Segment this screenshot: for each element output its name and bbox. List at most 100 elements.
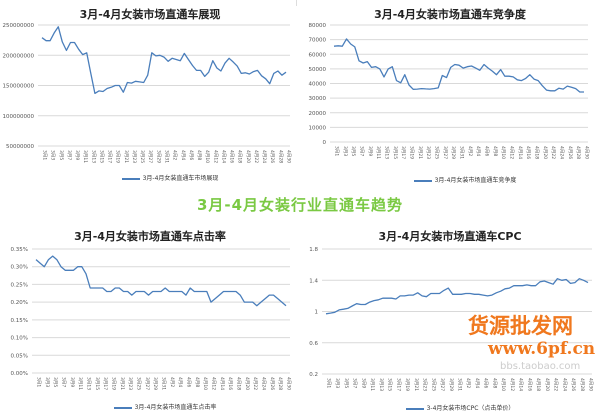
x-tick-label: 3月7 (61, 377, 67, 387)
x-tick-label: 4月4 (177, 377, 183, 387)
x-tick-label: 3月17 (107, 150, 113, 163)
x-tick-label: 3月19 (111, 377, 117, 390)
x-tick-label: 4月20 (544, 378, 550, 391)
x-tick-label: 4月18 (236, 377, 242, 390)
x-tick-label: 3月17 (400, 146, 406, 159)
x-tick-label: 3月23 (131, 150, 137, 163)
y-tick-label: 0.00% (11, 371, 28, 377)
x-tick-label: 3月23 (127, 377, 133, 390)
chart-impressions: 3月-4月女装市场直通车展现 50000000 100000000 15000000… (0, 0, 300, 190)
x-tick-label: 3月11 (369, 378, 375, 391)
x-tick-label: 3月29 (448, 378, 454, 391)
x-tick-label: 4月28 (277, 150, 283, 163)
series-line (35, 255, 287, 307)
x-tick-label: 3月19 (409, 146, 415, 159)
x-tick-label: 4月20 (244, 377, 250, 390)
chart-title: 3月-4月女装市场直通车竞争度 (374, 8, 526, 21)
y-tick-label: 250000000 (3, 23, 35, 29)
x-tick-label: 4月14 (220, 150, 226, 163)
x-tick-label: 3月11 (375, 146, 381, 159)
x-tick-label: 4月16 (526, 378, 532, 391)
x-tick-label: 4月14 (219, 377, 225, 390)
x-tick-label: 3月1 (42, 150, 48, 160)
x-tick-label: 3月13 (90, 150, 96, 163)
x-tick-label: 4月12 (211, 377, 217, 390)
x-tick-label: 3月25 (136, 377, 142, 390)
x-tick-label: 3月5 (350, 146, 356, 156)
x-tick-label: 4月4 (475, 146, 481, 156)
chart-cpc: 3月-4月女装市场直通车CPC 0.2 0.6 1 1.4 1.8 3月1 3月3 3月5 3月… (300, 220, 600, 415)
x-tick-label: 3月29 (450, 146, 456, 159)
x-tick-label: 4月20 (245, 150, 251, 163)
chart-title: 3月-4月女装市场直通车展现 (79, 8, 221, 21)
y-tick-label: 0.15% (11, 318, 28, 324)
x-tick-label: 3月21 (123, 150, 129, 163)
x-tick-label: 3月29 (155, 150, 161, 163)
x-tick-label: 3月9 (360, 378, 366, 388)
x-tick-label: 4月16 (227, 377, 233, 390)
x-tick-label: 3月31 (164, 150, 170, 163)
legend-swatch (121, 177, 140, 180)
x-tick-label: 4月6 (483, 378, 489, 388)
x-tick-label: 4月2 (169, 377, 175, 387)
legend-swatch (405, 407, 424, 410)
y-tick-label: 0.10% (11, 336, 28, 342)
x-tick-label: 4月6 (484, 146, 490, 156)
x-tick-label: 3月3 (334, 378, 340, 388)
y-tick-label: 100000000 (3, 114, 35, 120)
legend: 3月-4月女装直通车市场展现 (40, 173, 300, 182)
y-tick-label: 1.4 (309, 278, 318, 284)
x-tick-label: 4月18 (534, 146, 540, 159)
x-tick-label: 4月28 (277, 377, 283, 390)
x-tick-label: 4月4 (180, 150, 186, 160)
chart-svg: 0.2 0.6 1 1.4 1.8 3月1 3月3 3月5 3月7 3月9 3月11 3月13 3月15… (309, 247, 593, 391)
x-tick-label: 3月1 (326, 378, 332, 388)
legend-label: 3月-4月女装市场直通车竞争度 (434, 177, 517, 184)
x-tick-label: 3月5 (343, 378, 349, 388)
y-tick-label: 40000 (309, 82, 327, 88)
y-tick-label: 0.6 (309, 341, 318, 347)
x-tick-label: 4月22 (550, 146, 556, 159)
x-tick-label: 3月29 (152, 377, 158, 390)
x-tick-label: 4月2 (172, 150, 178, 160)
x-tick-label: 4月8 (491, 378, 497, 388)
chart-ctr: 3月-4月女装市场直通车点击率 0.00% 0.05% 0.10% 0.15% 0.20… (0, 220, 300, 415)
x-tick-label: 4月26 (269, 377, 275, 390)
x-tick-label: 3月1 (36, 377, 42, 387)
x-tick-label: 4月6 (186, 377, 192, 387)
x-tick-label: 4月24 (559, 146, 565, 159)
x-tick-label: 4月16 (525, 146, 531, 159)
x-tick-label: 3月3 (50, 150, 56, 160)
x-tick-label: 4月8 (492, 146, 498, 156)
x-tick-label: 3月15 (98, 150, 104, 163)
series-line (333, 38, 584, 93)
x-tick-label: 4月8 (194, 377, 200, 387)
x-tick-label: 3月17 (395, 378, 401, 391)
x-tick-label: 3月19 (404, 378, 410, 391)
chart-svg: 0.00% 0.05% 0.10% 0.15% 0.20% 0.25% 0.30% 0.35%… (11, 247, 292, 390)
y-tick-label: 30000 (309, 96, 327, 102)
chart-title: 3月-4月女装市场直通车CPC (378, 230, 522, 243)
x-tick-label: 3月11 (77, 377, 83, 390)
x-tick-label: 3月27 (144, 377, 150, 390)
x-tick-label: 4月24 (261, 377, 267, 390)
x-tick-label: 4月10 (500, 378, 506, 391)
y-tick-label: 50000 (309, 67, 327, 73)
x-tick-label: 4月10 (500, 146, 506, 159)
x-tick-label: 4月8 (196, 150, 202, 160)
legend: 3月-4月女装市场直通车点击率 (30, 402, 300, 411)
x-tick-label: 4月4 (474, 378, 480, 388)
x-tick-label: 4月24 (261, 150, 267, 163)
x-tick-label: 3月5 (52, 377, 58, 387)
x-tick-label: 4月30 (286, 150, 292, 163)
y-tick-label: 1.8 (309, 247, 318, 253)
x-tick-label: 3月17 (102, 377, 108, 390)
x-tick-label: 4月24 (561, 378, 567, 391)
page-title: 3月-4月女装行业直通车趋势 (196, 196, 404, 214)
x-tick-label: 3月7 (359, 146, 365, 156)
x-tick-label: 3月13 (378, 378, 384, 391)
x-tick-label: 3月25 (430, 378, 436, 391)
chart-svg: 0 10000 20000 30000 40000 50000 60000 70000 8000… (309, 23, 590, 159)
series-line (325, 278, 589, 315)
x-tick-label: 4月16 (229, 150, 235, 163)
